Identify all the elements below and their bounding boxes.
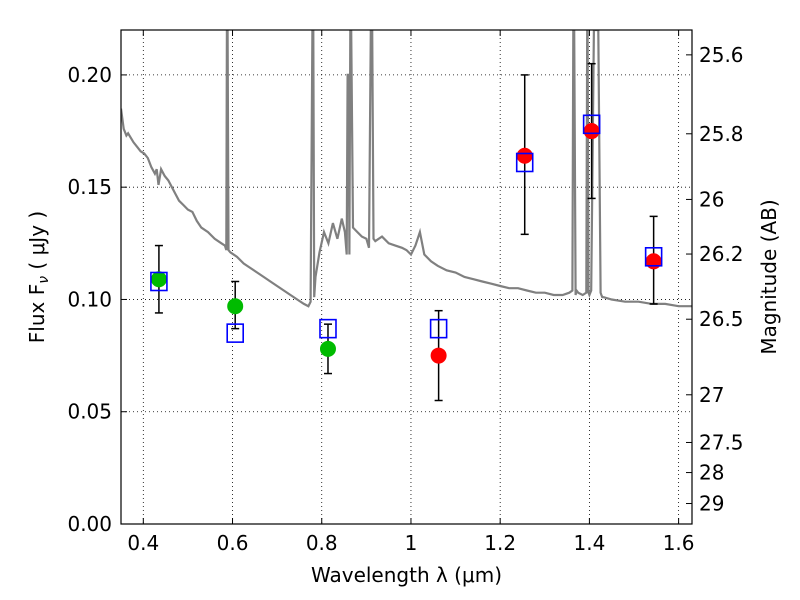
x-tick-label: 1.4 bbox=[573, 531, 605, 555]
plot-frame bbox=[120, 29, 693, 525]
right-tick-label: 26 bbox=[699, 187, 724, 211]
y-tick-label: 0.10 bbox=[67, 287, 112, 311]
y-axis-label-unit: ( μJy ) bbox=[25, 211, 49, 276]
right-tick-label: 25.6 bbox=[699, 43, 744, 67]
sed-curve-path bbox=[121, 30, 692, 308]
model-box-marker bbox=[515, 152, 534, 173]
grid-lines bbox=[121, 30, 692, 525]
y-tick-label: 0.15 bbox=[67, 175, 112, 199]
green-data-point bbox=[150, 271, 167, 288]
green-data-point bbox=[319, 340, 336, 357]
model-box-marker bbox=[319, 318, 337, 339]
y-axis-label: Flux Fν ( μJy ) bbox=[25, 211, 52, 343]
red-data-point bbox=[430, 347, 447, 364]
right-axis-ticks: 25.6 25.8 26 26.2 26.5 27 27.5 28 29 bbox=[686, 43, 744, 516]
x-tick-label: 0.4 bbox=[127, 531, 159, 555]
x-tick-label: 1.2 bbox=[484, 531, 516, 555]
y-tick-label: 0.05 bbox=[67, 400, 112, 424]
model-box-marker bbox=[582, 114, 601, 135]
right-axis-label: Magnitude (AB) bbox=[757, 199, 781, 354]
model-box-marker bbox=[644, 246, 663, 267]
red-data-point bbox=[516, 147, 533, 164]
x-tick-label: 0.6 bbox=[217, 531, 249, 555]
right-tick-label: 26.2 bbox=[699, 242, 744, 266]
red-data-point bbox=[583, 123, 600, 140]
right-tick-label: 27 bbox=[699, 383, 724, 407]
model-box-marker bbox=[429, 318, 448, 339]
right-tick-label: 28 bbox=[699, 461, 724, 485]
data-markers bbox=[150, 114, 663, 364]
right-tick-label: 29 bbox=[699, 492, 724, 516]
x-tick-label: 0.8 bbox=[306, 531, 338, 555]
y-tick-label: 0.20 bbox=[67, 63, 112, 87]
sed-model-curve bbox=[121, 30, 692, 308]
x-axis-label: Wavelength λ (μm) bbox=[311, 563, 502, 587]
green-data-point bbox=[227, 298, 244, 315]
right-tick-label: 27.5 bbox=[699, 430, 744, 454]
model-box-marker bbox=[226, 323, 244, 343]
y-axis-ticks: 0.00 0.05 0.10 0.15 0.20 bbox=[67, 63, 127, 536]
x-axis-ticks: 0.4 0.6 0.8 1 1.2 1.4 1.6 bbox=[127, 30, 695, 555]
error-bars bbox=[154, 62, 658, 402]
model-box-marker bbox=[150, 271, 168, 292]
right-tick-label: 25.8 bbox=[699, 122, 744, 146]
x-tick-label: 1.6 bbox=[663, 531, 695, 555]
x-tick-label: 1 bbox=[405, 531, 418, 555]
y-tick-label: 0.00 bbox=[67, 512, 112, 536]
y-axis-label-main: Flux F bbox=[25, 284, 49, 343]
right-tick-label: 26.5 bbox=[699, 307, 744, 331]
y-axis-label-subscript: ν bbox=[36, 276, 52, 284]
